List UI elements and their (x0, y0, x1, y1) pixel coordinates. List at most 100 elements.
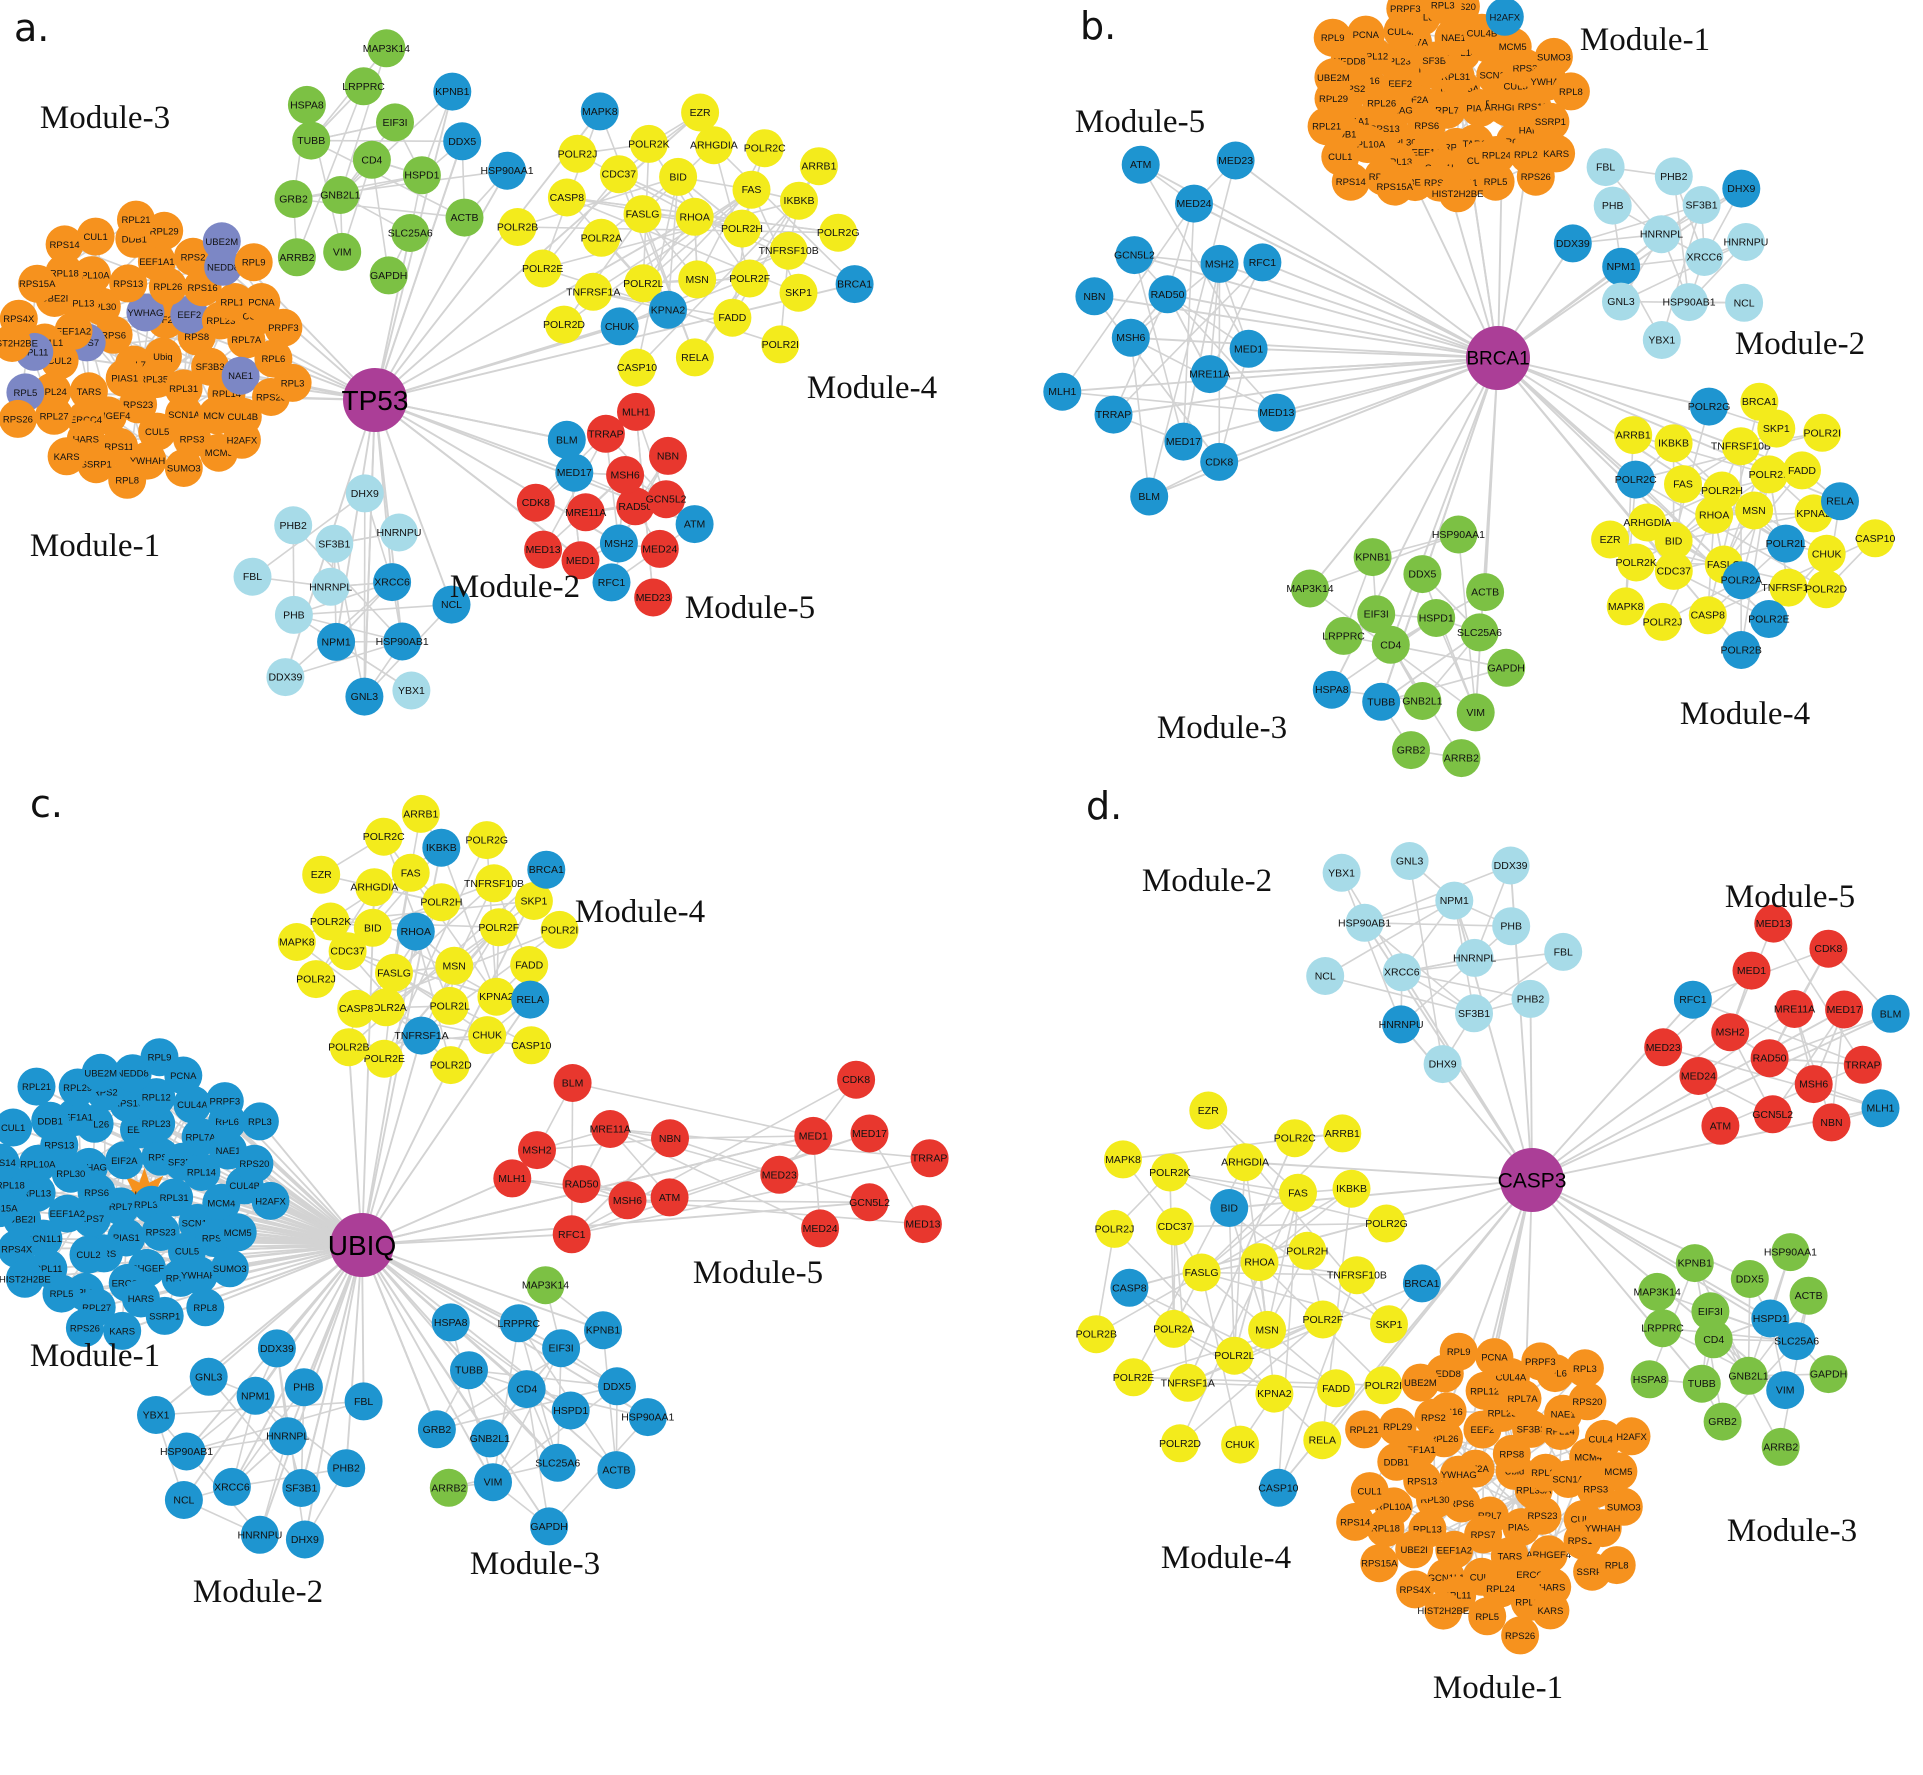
node-TNFRSF1A[interactable] (1769, 568, 1808, 607)
node-ARRB1[interactable] (401, 794, 440, 833)
node-FAS[interactable] (1664, 465, 1702, 504)
node-POLR2K[interactable] (311, 902, 350, 941)
node-RFC1[interactable] (1243, 243, 1282, 282)
node-HIST2H2BE[interactable] (1424, 1591, 1463, 1630)
node-CASP8[interactable] (1688, 596, 1727, 635)
node-CDK8[interactable] (1809, 929, 1848, 968)
node-MSH6[interactable] (606, 456, 645, 494)
node-HNRNPL[interactable] (1455, 938, 1494, 977)
node-BLM[interactable] (553, 1064, 592, 1102)
node-CUL1[interactable] (76, 217, 115, 256)
node-CASP10[interactable] (1259, 1468, 1298, 1507)
node-RPL30[interactable] (51, 1154, 90, 1193)
node-HSPA8[interactable] (1630, 1360, 1669, 1399)
node-PHB[interactable] (1593, 186, 1632, 225)
node-POLR2B[interactable] (329, 1028, 368, 1067)
node-MSH6[interactable] (1111, 318, 1150, 357)
node-GRB2[interactable] (1392, 731, 1430, 770)
node-FASLG[interactable] (623, 195, 662, 234)
node-FAS[interactable] (391, 853, 430, 892)
node-H2AFX[interactable] (1612, 1417, 1651, 1456)
node-YWHAG[interactable] (126, 293, 165, 332)
node-RHOA[interactable] (1240, 1243, 1279, 1282)
node-CUL1[interactable] (0, 1108, 33, 1147)
node-IKBKB[interactable] (422, 828, 461, 867)
node-HIST2H2BE[interactable] (0, 324, 32, 362)
node-MCM5[interactable] (218, 1213, 257, 1252)
node-RPS26[interactable] (1516, 157, 1555, 196)
node-HSP90AB1[interactable] (1670, 283, 1708, 322)
node-RPL18[interactable] (1366, 1509, 1405, 1548)
node-EIF3I[interactable] (1357, 595, 1396, 634)
node-POLR2D[interactable] (545, 305, 583, 344)
node-RPL12[interactable] (137, 1078, 176, 1117)
node-RELA[interactable] (675, 338, 714, 377)
node-ARRB2[interactable] (429, 1468, 468, 1507)
node-GAPDH[interactable] (1809, 1355, 1848, 1394)
node-DHX9[interactable] (1423, 1045, 1462, 1084)
node-ATM[interactable] (1701, 1106, 1740, 1145)
node-RAD50[interactable] (1148, 275, 1187, 314)
node-SSRP1[interactable] (1531, 102, 1570, 141)
node-H2AFX[interactable] (222, 420, 261, 459)
node-RPS14[interactable] (45, 225, 84, 264)
node-POLR2C[interactable] (1275, 1119, 1314, 1158)
node-LRPPRC[interactable] (499, 1304, 538, 1343)
node-HSP90AA1[interactable] (1439, 515, 1478, 554)
node-HNRNPU[interactable] (380, 513, 418, 552)
node-POLR2E[interactable] (1749, 600, 1788, 638)
node-CHUK[interactable] (1221, 1425, 1260, 1464)
node-DHX9[interactable] (345, 474, 384, 513)
node-TNFRSF10B[interactable] (769, 231, 808, 270)
node-NCL[interactable] (1306, 957, 1345, 995)
node-YBX1[interactable] (137, 1396, 175, 1434)
node-SKP1[interactable] (779, 273, 818, 312)
node-RPL24[interactable] (1477, 136, 1516, 174)
node-CDC37[interactable] (1654, 551, 1693, 590)
node-ACTB[interactable] (1466, 573, 1505, 612)
node-NPM1[interactable] (1435, 881, 1474, 920)
node-KPNA2[interactable] (1255, 1374, 1294, 1413)
node-MED13[interactable] (1754, 904, 1793, 943)
node-SUMO3[interactable] (210, 1249, 249, 1288)
node-KPNB1[interactable] (584, 1311, 622, 1350)
node-DDX39[interactable] (1491, 846, 1530, 885)
node-GNB2L1[interactable] (470, 1419, 509, 1458)
node-TUBB[interactable] (450, 1351, 488, 1390)
node-PRPF3[interactable] (205, 1082, 244, 1121)
node-CASP10[interactable] (618, 348, 656, 387)
node-RPL21[interactable] (1345, 1410, 1384, 1449)
node-FADD[interactable] (510, 946, 549, 984)
node-EZR[interactable] (1591, 520, 1630, 559)
node-KARS[interactable] (103, 1311, 142, 1350)
node-RPS26[interactable] (1501, 1616, 1540, 1655)
node-CDC37[interactable] (1155, 1207, 1194, 1246)
node-HSPD1[interactable] (1417, 599, 1456, 637)
node-POLR2I[interactable] (1803, 413, 1842, 452)
node-POLR2G[interactable] (819, 213, 858, 252)
node-CASP8[interactable] (547, 178, 586, 217)
node-CUL5[interactable] (138, 412, 177, 451)
node-TUBB[interactable] (292, 121, 331, 160)
node-POLR2I[interactable] (761, 325, 800, 364)
node-CD4[interactable] (1371, 625, 1410, 664)
node-BRCA1[interactable] (1740, 382, 1779, 421)
node-RPL8[interactable] (186, 1288, 225, 1327)
node-XRCC6[interactable] (212, 1467, 251, 1506)
node-MED24[interactable] (1679, 1057, 1718, 1095)
node-MRE11A[interactable] (566, 493, 605, 532)
node-UBE2M[interactable] (81, 1053, 120, 1092)
node-SLC25A6[interactable] (1777, 1322, 1816, 1361)
node-GNL3[interactable] (345, 677, 384, 716)
node-NPM1[interactable] (317, 622, 356, 661)
node-RPS2[interactable] (1414, 1398, 1453, 1437)
node-TNFRSF1A[interactable] (1168, 1363, 1207, 1402)
node-RHOA[interactable] (675, 197, 714, 236)
node-RPL10A[interactable] (18, 1144, 57, 1183)
node-DHX9[interactable] (285, 1520, 324, 1559)
node-CDC37[interactable] (599, 155, 638, 194)
node-UBE2M[interactable] (202, 222, 241, 261)
node-NBN[interactable] (651, 1119, 689, 1158)
node-BRCA1[interactable] (835, 265, 874, 304)
node-MCM5[interactable] (1493, 27, 1532, 66)
